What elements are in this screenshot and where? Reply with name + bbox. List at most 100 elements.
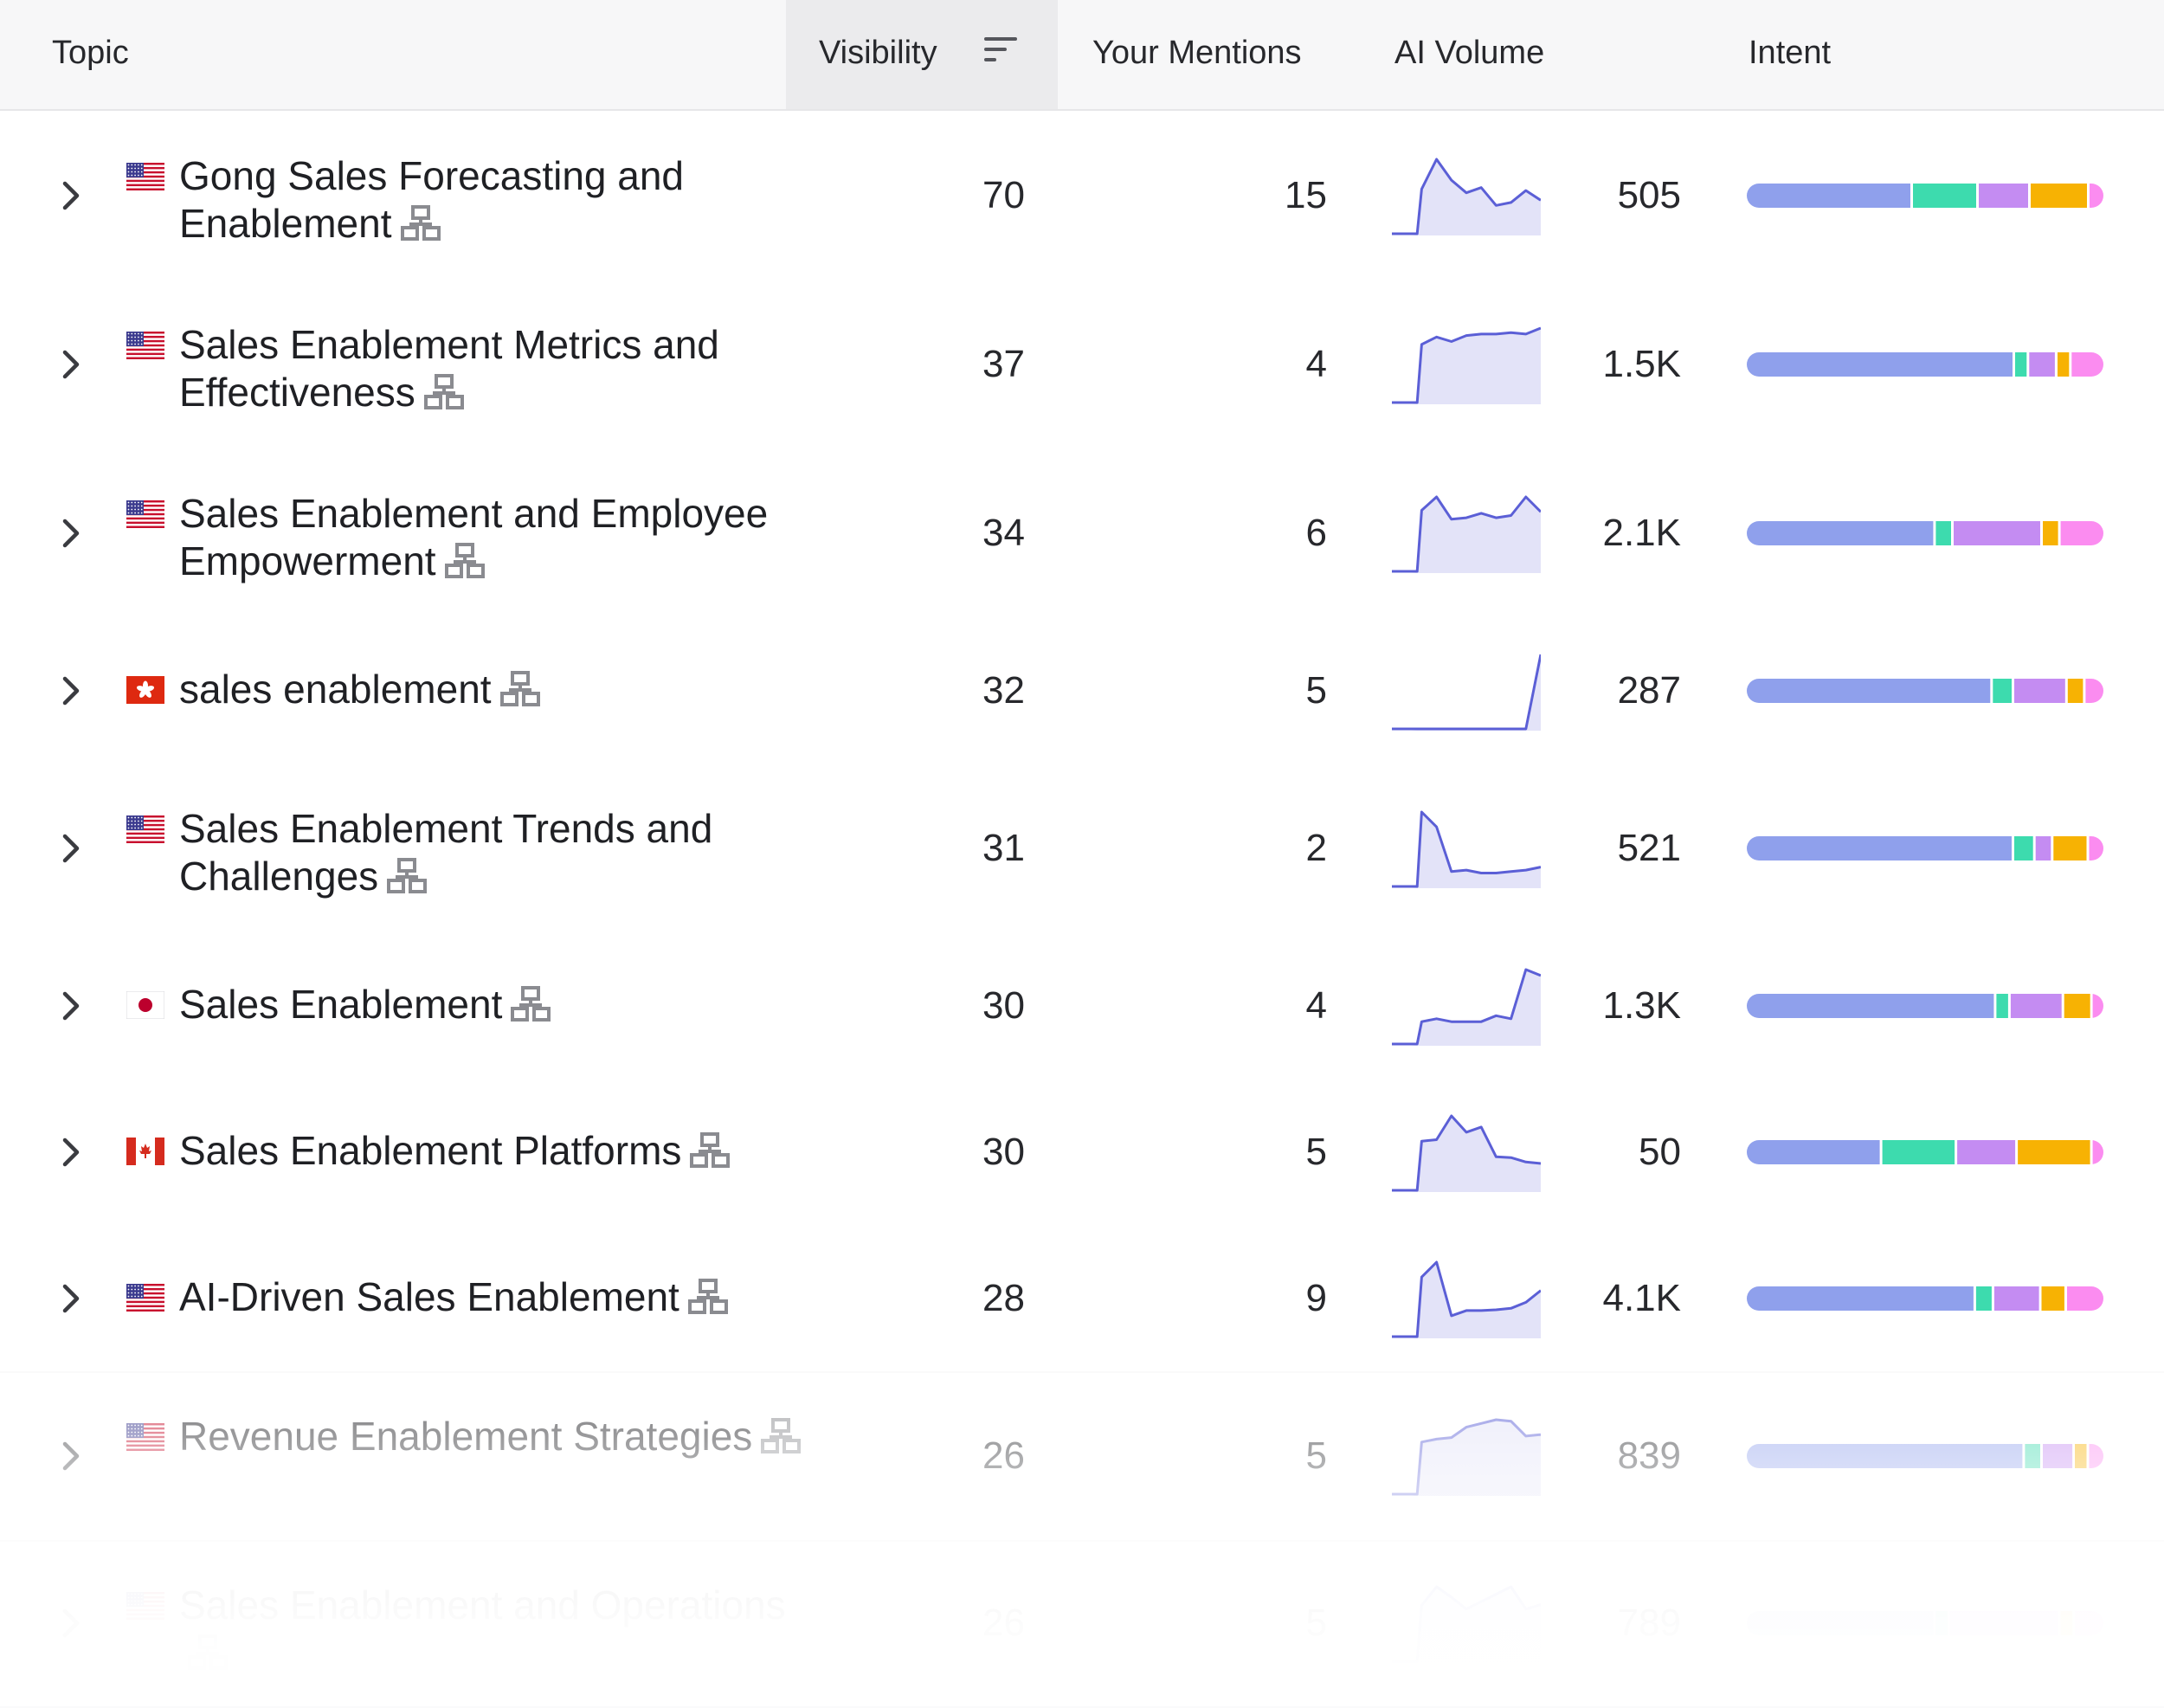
column-header-mentions[interactable]: Your Mentions (1092, 35, 1302, 71)
topic-name[interactable]: sales enablement (179, 666, 802, 713)
cluster-icon[interactable] (444, 542, 485, 580)
intent-bar[interactable] (1747, 351, 2103, 377)
table-row[interactable]: AI-Driven Sales Enablement 28 9 4.1K (0, 1225, 2164, 1373)
table-row[interactable]: Sales Enablement 30 4 1.3K (0, 932, 2164, 1080)
intent-segment-4 (2092, 993, 2103, 1018)
intent-segment-2 (1979, 183, 2028, 208)
intent-segment-2 (1957, 1139, 2016, 1164)
topic-label[interactable]: AI-Driven Sales Enablement (179, 1274, 679, 1319)
sparkline-area (1392, 158, 1541, 235)
intent-segment-1 (1935, 520, 1951, 545)
topic-name[interactable]: Revenue Enablement Strategies (179, 1413, 802, 1460)
intent-bar[interactable] (1747, 1286, 2103, 1311)
intent-bar[interactable] (1747, 520, 2103, 545)
column-header-intent[interactable]: Intent (1749, 35, 1832, 71)
topic-label[interactable]: Gong Sales Forecasting and Enablement (179, 153, 685, 246)
cluster-icon[interactable] (387, 857, 428, 895)
topic-name[interactable]: Sales Enablement and Operations (179, 1582, 802, 1677)
cluster-icon[interactable] (188, 1634, 228, 1672)
visibility-value: 28 (982, 1276, 1025, 1319)
country-flag-icon (126, 815, 164, 843)
cluster-icon[interactable] (499, 670, 540, 708)
intent-segment-0 (1747, 1139, 1880, 1164)
intent-bar[interactable] (1747, 678, 2103, 703)
expand-chevron-icon[interactable] (55, 1439, 87, 1473)
expand-chevron-icon[interactable] (55, 1606, 87, 1640)
topic-label[interactable]: Sales Enablement (179, 982, 503, 1027)
topic-label[interactable]: Sales Enablement and Employee Empowermen… (179, 491, 769, 583)
cluster-icon[interactable] (400, 204, 441, 242)
table-row[interactable]: Revenue Enablement Strategies 26 5 839 (0, 1371, 2164, 1542)
cluster-icon[interactable] (511, 985, 551, 1023)
ai-volume-value: 2.1K (1602, 511, 1681, 554)
topic-label[interactable]: Revenue Enablement Strategies (179, 1414, 753, 1459)
mentions-value: 5 (1305, 1434, 1327, 1477)
sparkline-line (1392, 326, 1541, 403)
intent-segment-3 (2075, 1443, 2087, 1468)
mentions-value: 5 (1305, 1602, 1327, 1644)
intent-bar[interactable] (1747, 1443, 2103, 1468)
expand-chevron-icon[interactable] (55, 831, 87, 866)
column-header-visibility[interactable]: Visibility (786, 0, 1058, 109)
column-header-topic[interactable]: Topic (52, 35, 129, 71)
intent-bar[interactable] (1747, 993, 2103, 1018)
topic-name[interactable]: Sales Enablement Platforms (179, 1127, 802, 1175)
expand-chevron-icon[interactable] (55, 1135, 87, 1170)
intent-segment-3 (2064, 993, 2090, 1018)
intent-segment-2 (2014, 678, 2065, 703)
mentions-value: 6 (1305, 511, 1327, 554)
expand-chevron-icon[interactable] (55, 347, 87, 382)
expand-chevron-icon[interactable] (55, 674, 87, 708)
intent-segment-2 (2010, 993, 2062, 1018)
topic-name[interactable]: Sales Enablement Metrics and Effectivene… (179, 321, 802, 416)
intent-bar[interactable] (1747, 183, 2103, 208)
sort-descending-icon[interactable] (983, 35, 1020, 64)
topic-name[interactable]: Sales Enablement and Employee Empowermen… (179, 490, 802, 585)
intent-segment-0 (1747, 835, 2012, 860)
table-row[interactable]: sales enablement 32 5 287 (0, 617, 2164, 765)
table-row[interactable]: Sales Enablement Metrics and Effectivene… (0, 280, 2164, 450)
ai-volume-sparkline (1392, 810, 1541, 888)
intent-segment-0 (1747, 351, 2013, 377)
ai-volume-value: 287 (1617, 668, 1681, 712)
mentions-value: 9 (1305, 1276, 1327, 1319)
topic-label[interactable]: Sales Enablement Metrics and Effectivene… (179, 322, 719, 415)
intent-segment-1 (1913, 183, 1976, 208)
expand-chevron-icon[interactable] (55, 989, 87, 1023)
cluster-icon[interactable] (690, 1131, 731, 1170)
mentions-value: 5 (1305, 668, 1327, 712)
cluster-icon[interactable] (423, 373, 464, 411)
ai-volume-sparkline (1392, 1585, 1541, 1663)
topic-label[interactable]: Sales Enablement Trends and Challenges (179, 806, 713, 899)
table-row[interactable]: Gong Sales Forecasting and Enablement 70… (0, 111, 2164, 281)
cluster-icon[interactable] (687, 1278, 728, 1316)
intent-segment-2 (1949, 1611, 2058, 1635)
intent-segment-1 (1996, 993, 2008, 1018)
topic-label[interactable]: Sales Enablement Platforms (179, 1128, 682, 1173)
country-flag-icon (126, 500, 164, 528)
expand-chevron-icon[interactable] (55, 178, 87, 213)
table-row[interactable]: Sales Enablement and Employee Empowermen… (0, 448, 2164, 619)
sparkline-area (1392, 1115, 1541, 1192)
topic-name[interactable]: Sales Enablement (179, 981, 802, 1028)
visibility-value: 30 (982, 983, 1025, 1027)
topic-label[interactable]: Sales Enablement and Operations (179, 1582, 786, 1627)
intent-segment-4 (2075, 1611, 2103, 1635)
topic-label[interactable]: sales enablement (179, 667, 492, 712)
visibility-value: 26 (982, 1434, 1025, 1477)
ai-volume-value: 505 (1617, 173, 1681, 216)
topic-name[interactable]: Gong Sales Forecasting and Enablement (179, 152, 802, 248)
intent-segment-0 (1747, 183, 1910, 208)
expand-chevron-icon[interactable] (55, 516, 87, 551)
expand-chevron-icon[interactable] (55, 1281, 87, 1316)
column-header-ai-volume[interactable]: AI Volume (1394, 35, 1545, 71)
table-row[interactable]: Sales Enablement Trends and Challenges 3… (0, 764, 2164, 934)
table-row[interactable]: Sales Enablement and Operations 26 5 789 (0, 1540, 2164, 1708)
intent-bar[interactable] (1747, 835, 2103, 860)
cluster-icon[interactable] (761, 1417, 802, 1455)
table-row[interactable]: Sales Enablement Platforms 30 5 50 (0, 1079, 2164, 1227)
topic-name[interactable]: AI-Driven Sales Enablement (179, 1273, 802, 1321)
intent-bar[interactable] (1747, 1139, 2103, 1164)
intent-bar[interactable] (1747, 1611, 2103, 1635)
topic-name[interactable]: Sales Enablement Trends and Challenges (179, 805, 802, 900)
